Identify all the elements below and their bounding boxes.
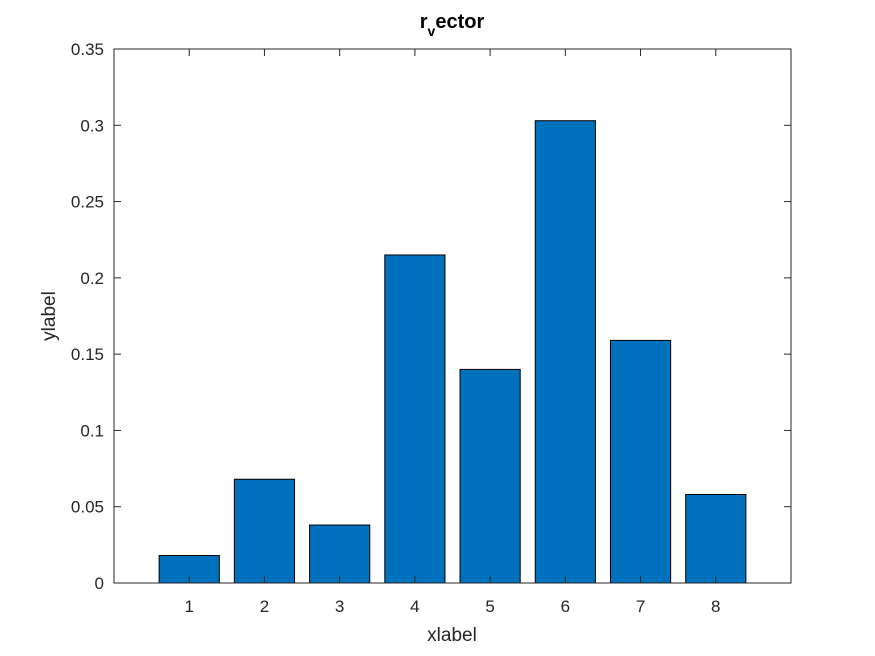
x-tick-label: 2 [260, 597, 269, 616]
y-tick-label: 0.2 [80, 269, 104, 288]
chart-title: rvector [420, 11, 485, 39]
chart-title-main-before: r [420, 11, 428, 33]
x-tick-label: 8 [711, 597, 720, 616]
bars-layer [158, 120, 747, 584]
y-ticks-layer: 0 0.05 0.1 0.15 0.2 0.25 0.3 0.35 [71, 40, 791, 593]
y-tick-label: 0.1 [80, 421, 104, 440]
y-tick-label: 0 [95, 574, 104, 593]
bar-8 [685, 494, 747, 584]
bar-6 [534, 120, 596, 584]
bar-3 [309, 524, 371, 584]
bar-2 [233, 478, 296, 584]
bar-4 [384, 254, 446, 584]
y-tick-label: 0.15 [71, 345, 104, 364]
axes-box [113, 48, 792, 584]
x-tick-label: 7 [636, 597, 645, 616]
y-tick-label: 0.05 [71, 498, 104, 517]
bar-5 [459, 368, 521, 584]
y-tick-label: 0.25 [71, 193, 104, 212]
x-tick-label: 3 [335, 597, 344, 616]
x-ticks-layer: 1 2 3 4 5 6 7 8 [184, 49, 721, 616]
chart-title-main-after: ector [435, 11, 484, 33]
x-tick-label: 4 [410, 597, 419, 616]
x-axis-label: xlabel [427, 625, 477, 646]
y-tick-label: 0.35 [71, 40, 104, 59]
chart-title-subscript: v [428, 23, 436, 39]
y-axis-label: ylabel [39, 291, 60, 341]
x-tick-label: 1 [184, 597, 193, 616]
x-tick-label: 6 [561, 597, 570, 616]
y-tick-label: 0.3 [80, 116, 104, 135]
bar-7 [609, 339, 672, 584]
x-tick-label: 5 [485, 597, 494, 616]
